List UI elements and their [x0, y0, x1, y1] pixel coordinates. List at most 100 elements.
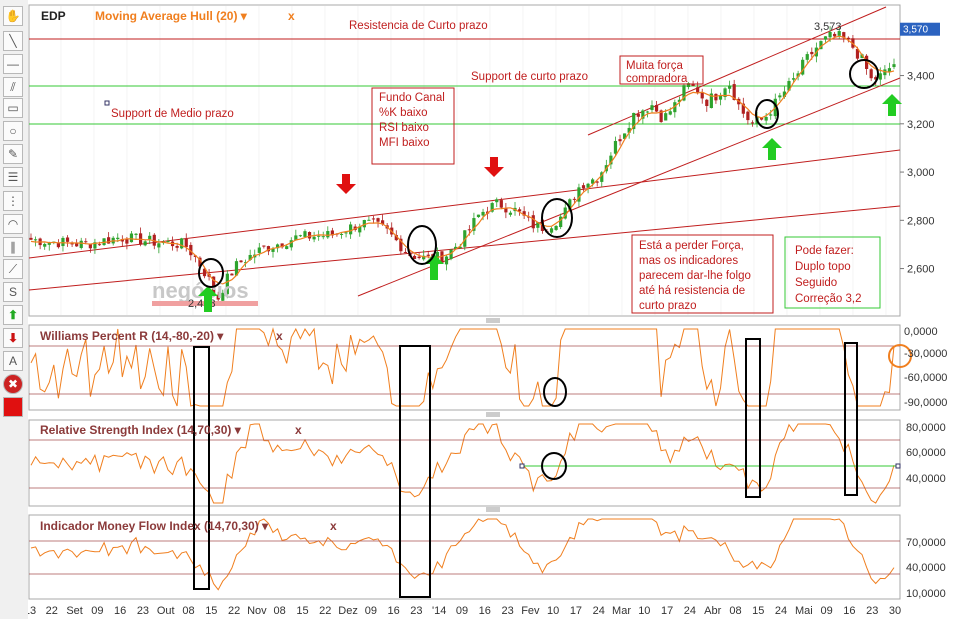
- panel-splitter[interactable]: [486, 412, 500, 417]
- candle-body: [476, 214, 481, 218]
- candle-body: [339, 233, 344, 235]
- perder-forca-line1: Está a perder Força,: [639, 240, 744, 252]
- pode-fazer-box: [784, 236, 881, 309]
- candle-body: [312, 236, 316, 240]
- pencil-tool-icon[interactable]: ✎: [3, 144, 23, 164]
- x-tick-label: 15: [296, 605, 308, 617]
- parallel-lines-icon[interactable]: ⫽: [3, 77, 23, 97]
- candle-body: [627, 127, 631, 133]
- x-tick-label: 10: [638, 605, 650, 617]
- williams-title[interactable]: Williams Percent R (14,-80,-20) ▾: [40, 329, 224, 343]
- rsi-reference-line: [519, 463, 901, 469]
- circle-tool-icon[interactable]: ○: [3, 121, 23, 141]
- x-tick-label: 22: [228, 605, 240, 617]
- rectangle-tool-icon[interactable]: ▭: [3, 98, 23, 118]
- fundo-canal-line2: %K baixo: [379, 107, 428, 119]
- hull-close-button[interactable]: x: [288, 9, 295, 23]
- candle-body: [778, 95, 782, 98]
- fundo-canal-line1: Fundo Canal: [379, 92, 445, 104]
- williams-r-line: [30, 327, 895, 407]
- candle-body: [769, 114, 773, 116]
- candle-body: [225, 273, 229, 295]
- short-support-label: Support de curto prazo: [471, 71, 588, 83]
- x-tick-label: Fev: [521, 605, 540, 617]
- candle-body: [70, 243, 74, 245]
- candle-body: [326, 231, 330, 238]
- candle-body: [275, 244, 280, 249]
- mfi-title[interactable]: Indicador Money Flow Index (14,70,30) ▾: [40, 519, 269, 533]
- delete-icon[interactable]: ✖: [3, 374, 23, 394]
- candle-body: [632, 112, 636, 130]
- horizontal-line-icon[interactable]: ―: [3, 54, 23, 74]
- support-anchor-handle: [104, 100, 110, 106]
- candle-body: [29, 237, 33, 240]
- x-tick-label: 23: [137, 605, 149, 617]
- x-tick-label: 09: [365, 605, 377, 617]
- candle-body: [79, 240, 83, 248]
- green-up-arrow-3: [762, 138, 782, 160]
- candle-body: [586, 183, 590, 188]
- candle-body: [367, 219, 371, 221]
- candle-body: [591, 179, 595, 184]
- symbol-label: EDP: [41, 9, 66, 23]
- williams-close-button[interactable]: x: [276, 329, 283, 343]
- candle-body: [212, 276, 216, 294]
- x-tick-label: 08: [729, 605, 741, 617]
- x-tick-label: 23: [866, 605, 878, 617]
- rsi-tick-label: 40,0000: [906, 473, 946, 485]
- rsi-close-button[interactable]: x: [295, 423, 302, 437]
- x-tick-label: 23: [501, 605, 513, 617]
- candle-body: [600, 172, 604, 182]
- candle-body: [303, 231, 307, 237]
- fibonacci-arcs-icon[interactable]: ◠: [3, 214, 23, 234]
- candle-body: [805, 54, 809, 60]
- muita-forca-box: [619, 55, 704, 85]
- candle-body: [134, 233, 138, 235]
- candle-body: [463, 230, 467, 247]
- perder-forca-line4: até há resistencia de: [639, 285, 745, 297]
- split-signal-icon[interactable]: S: [3, 282, 23, 302]
- color-picker-icon[interactable]: [3, 397, 23, 417]
- candle-body: [317, 235, 321, 237]
- candle-body: [467, 229, 471, 231]
- candle-body: [193, 255, 197, 257]
- fibonacci-fan-icon[interactable]: ⋮: [3, 191, 23, 211]
- candle-body: [481, 211, 485, 216]
- candle-body: [380, 220, 385, 225]
- channel-tool-icon[interactable]: ∥: [3, 237, 23, 257]
- hull-indicator-label[interactable]: Moving Average Hull (20) ▾: [95, 9, 248, 23]
- candle-body: [43, 243, 47, 247]
- candle-body: [234, 261, 239, 276]
- candle-body: [782, 91, 787, 97]
- candle-body: [422, 255, 426, 260]
- indicator-circles: [541, 377, 567, 480]
- panel-splitter[interactable]: [486, 507, 500, 512]
- muita-forca-line2: compradora: [626, 73, 688, 85]
- candle-body: [650, 105, 654, 111]
- rsi-title[interactable]: Relative Strength Index (14,70,30) ▾: [40, 423, 242, 437]
- candle-body: [508, 212, 513, 215]
- candle-body: [787, 81, 791, 91]
- candle-body: [705, 99, 709, 107]
- candle-body: [595, 181, 599, 183]
- speed-lines-icon[interactable]: ⟋: [3, 259, 23, 279]
- mfi-close-button[interactable]: x: [330, 519, 337, 533]
- candle-body: [490, 203, 494, 212]
- candle-body: [887, 68, 892, 72]
- hand-tool-icon[interactable]: ✋: [3, 6, 23, 26]
- arrow-down-icon[interactable]: ⬇: [3, 328, 23, 348]
- candle-body: [216, 294, 220, 300]
- arrow-up-icon[interactable]: ⬆: [3, 305, 23, 325]
- candle-body: [522, 211, 526, 216]
- candle-body: [892, 64, 896, 68]
- candle-body: [266, 246, 271, 252]
- line-tool-icon[interactable]: ╲: [3, 31, 23, 51]
- fibonacci-retracement-icon[interactable]: ☰: [3, 167, 23, 187]
- williams-tick-label: -60,0000: [904, 372, 947, 384]
- candle-body: [668, 111, 672, 115]
- panel-splitter[interactable]: [486, 318, 500, 323]
- rsi-panel: [28, 419, 901, 507]
- text-tool-icon[interactable]: A: [3, 351, 23, 371]
- y-tick-label: 2,600: [907, 264, 935, 276]
- red-down-arrow-1: [336, 174, 356, 194]
